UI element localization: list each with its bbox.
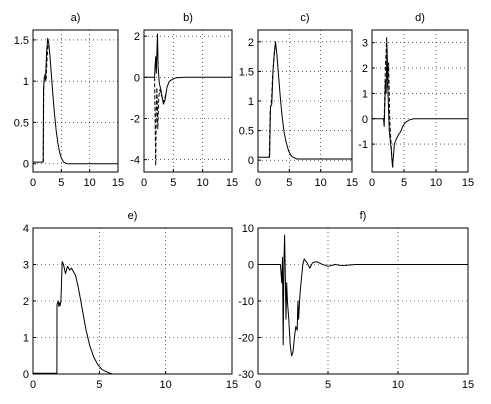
y-tick-label: 0: [362, 114, 368, 126]
y-tick-label: -10: [238, 296, 254, 308]
y-tick-label: 0.5: [239, 126, 254, 138]
y-tick-label: 2: [362, 63, 368, 75]
x-tick-label: 0: [30, 177, 36, 189]
x-tick-label: 10: [392, 379, 404, 391]
y-tick-label: 0: [23, 369, 29, 381]
y-tick-label: 1.5: [14, 35, 29, 47]
y-tick-label: 0: [248, 260, 254, 272]
y-tick-label: 4: [23, 223, 29, 235]
y-tick-label: 3: [362, 38, 368, 50]
y-tick-label: -30: [238, 369, 254, 381]
axes-box-c: [257, 29, 353, 173]
x-tick-label: 10: [160, 379, 172, 391]
axes-box-a: [32, 29, 119, 173]
x-tick-label: 15: [226, 379, 238, 391]
series-line-f-solid: [258, 234, 468, 357]
y-tick-label: -2: [130, 113, 140, 125]
y-tick-label: -20: [238, 333, 254, 345]
panel-title-d: d): [415, 12, 425, 24]
y-tick-label: -1: [358, 139, 368, 151]
panel-title-c: c): [300, 12, 309, 24]
y-tick-label: 1.5: [239, 66, 254, 78]
panel-title-f: f): [360, 210, 367, 222]
x-tick-label: 0: [255, 379, 261, 391]
subplot-a: 0 5 10 15 0 0.5 1 1.5 a): [14, 12, 124, 189]
x-tick-label: 0: [369, 177, 375, 189]
subplot-d: 0 5 10 15 -1 0 1 2 3 d): [358, 12, 474, 189]
x-tick-label: 0: [255, 177, 261, 189]
y-tick-label: 1: [362, 88, 368, 100]
x-tick-label: 10: [430, 177, 442, 189]
y-tick-label: 0.5: [14, 117, 29, 129]
x-tick-label: 15: [462, 379, 474, 391]
panel-title-e: e): [128, 210, 138, 222]
y-tick-label: 0: [23, 159, 29, 171]
x-tick-label: 5: [96, 379, 102, 391]
x-tick-label: 15: [226, 177, 238, 189]
x-tick-label: 0: [30, 379, 36, 391]
x-tick-label: 0: [141, 177, 147, 189]
y-tick-label: 0: [134, 72, 140, 84]
x-tick-label: 5: [58, 177, 64, 189]
axes-box-e: [32, 227, 233, 375]
x-tick-label: 10: [197, 177, 209, 189]
y-tick-label: 1: [23, 333, 29, 345]
y-tick-label: 0: [248, 155, 254, 167]
x-tick-label: 15: [462, 177, 474, 189]
y-tick-label: 2: [23, 296, 29, 308]
x-tick-label: 15: [112, 177, 124, 189]
series-line-b-dashed: [154, 77, 167, 167]
y-tick-label: 1: [248, 96, 254, 108]
y-tick-label: 2: [248, 37, 254, 49]
x-tick-label: 10: [84, 177, 96, 189]
subplot-f: 0 5 10 15 -30 -20 -10 0 10 f): [238, 210, 474, 391]
panel-title-b: b): [183, 12, 193, 24]
x-tick-label: 15: [346, 177, 358, 189]
series-line-e-solid: [33, 261, 232, 375]
x-tick-label: 5: [325, 379, 331, 391]
subplot-c: 0 5 10 15 0 0.5 1 1.5 2 c): [239, 12, 358, 189]
series-line-c-dashed: [268, 44, 276, 158]
x-tick-label: 5: [401, 177, 407, 189]
series-line-b-solid: [144, 33, 232, 105]
x-tick-label: 5: [170, 177, 176, 189]
y-tick-label: -4: [130, 155, 140, 167]
series-line-d-dashed: [383, 37, 394, 170]
panel-title-a: a): [71, 12, 81, 24]
y-tick-label: 3: [23, 260, 29, 272]
x-tick-label: 5: [286, 177, 292, 189]
series-line-a-dashed: [42, 41, 49, 163]
y-tick-label: 10: [242, 223, 254, 235]
subplot-e: 0 5 10 15 0 1 2 3 4 e): [23, 210, 238, 391]
y-tick-label: 2: [134, 31, 140, 43]
subplot-b: 0 5 10 15 -4 -2 0 2 b): [130, 12, 238, 189]
y-tick-label: 1: [23, 76, 29, 88]
x-tick-label: 10: [315, 177, 327, 189]
